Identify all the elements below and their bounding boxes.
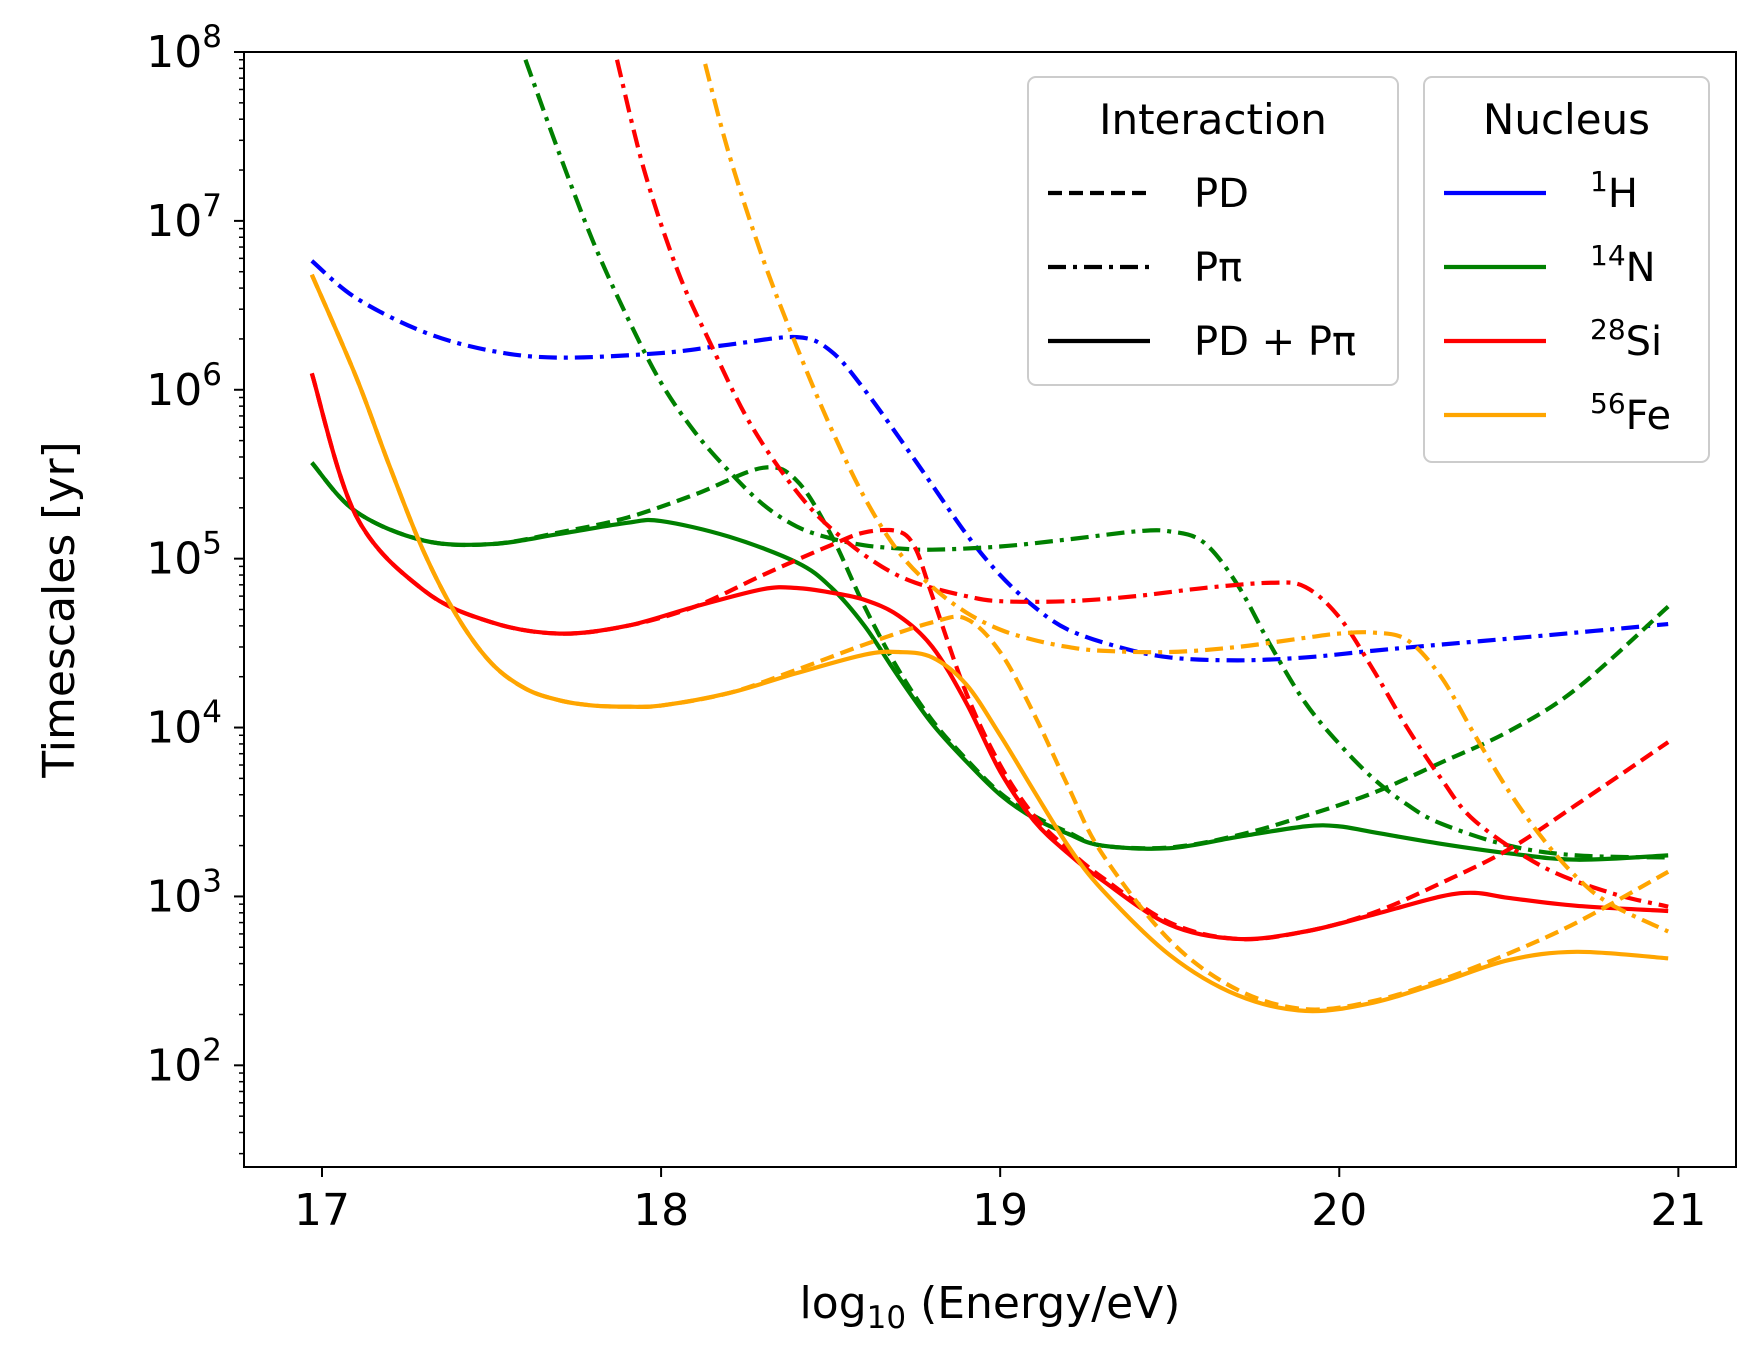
legend-label: 1H	[1590, 165, 1638, 217]
y-axis-label: Timescales [yr]	[34, 441, 85, 778]
y-tick-label: 104	[146, 695, 222, 754]
series-line-1h-dashdot	[310, 259, 1669, 663]
series-line-56fe-solid	[309, 273, 1669, 1014]
legend-frame	[1423, 76, 1710, 463]
legend-label: 56Fe	[1590, 387, 1671, 439]
y-tick-label: 107	[146, 188, 222, 247]
legend-nucleus: Nucleus 1H 14N 28Si 56Fe	[1423, 76, 1710, 463]
x-tick-label: 18	[633, 1185, 689, 1236]
legend-label: PD	[1194, 171, 1249, 217]
y-tick-label: 108	[146, 19, 222, 78]
y-tick-label: 106	[146, 357, 222, 416]
legend-frame	[1027, 76, 1399, 386]
legend-title: Interaction	[1099, 95, 1327, 144]
y-tick-label: 102	[146, 1032, 222, 1091]
x-tick-label: 20	[1311, 1185, 1367, 1236]
x-axis-label: log10 (Energy/eV)	[800, 1278, 1181, 1336]
y-tick-label: 103	[146, 863, 222, 922]
y-tick-label: 105	[146, 526, 222, 585]
series-line-28si-dashdot	[614, 59, 1669, 909]
series-layer	[309, 59, 1670, 1014]
x-tick-label: 17	[294, 1185, 350, 1236]
legend-label: PD + Pπ	[1194, 319, 1356, 365]
x-tick-label: 21	[1650, 1185, 1706, 1236]
legend-label: 14N	[1590, 239, 1656, 291]
axes-layer: 17 18 19 20 21 102 103 104 105 106 107 108 log10 (En…	[34, 19, 1737, 1336]
legend-label: Pπ	[1194, 245, 1242, 291]
series-line-14n-dashdot	[523, 59, 1669, 860]
series-line-28si-solid	[309, 372, 1669, 942]
series-line-56fe-dashdot	[703, 63, 1670, 934]
legend-interaction: Interaction PD Pπ PD + Pπ	[1027, 76, 1399, 386]
x-tick-label: 19	[972, 1185, 1028, 1236]
series-line-14n-solid	[310, 461, 1669, 862]
legend-title: Nucleus	[1483, 95, 1650, 144]
legend-label: 28Si	[1590, 313, 1662, 365]
legend-layer: Interaction PD Pπ PD + Pπ Nucleus 1H 14N 28Si 56…	[1027, 76, 1710, 463]
